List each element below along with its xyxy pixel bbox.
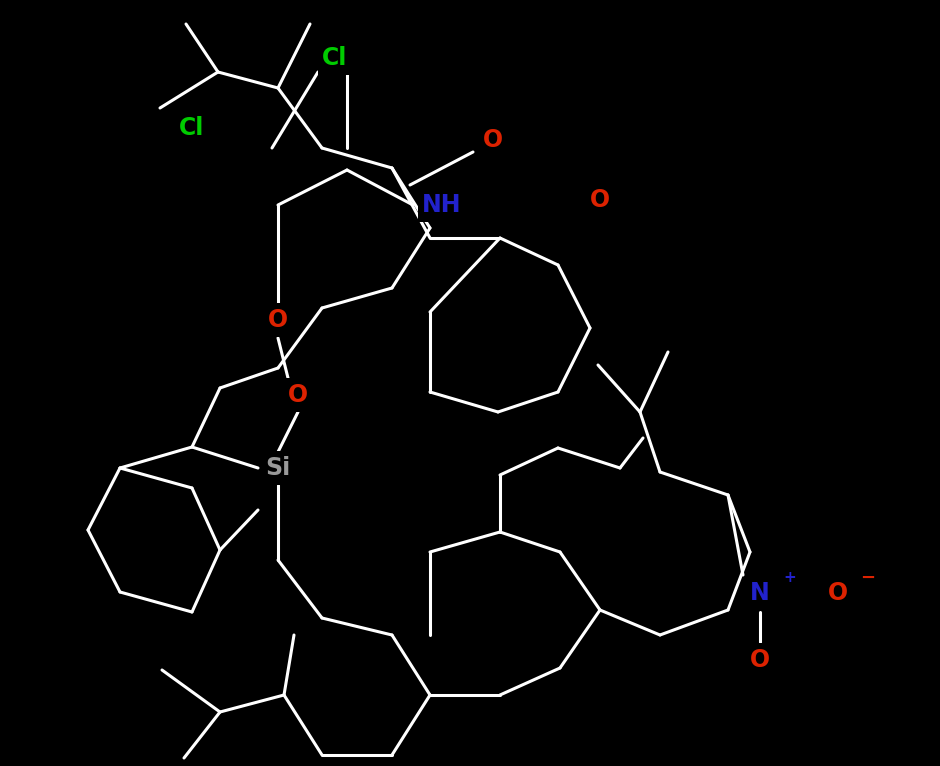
Text: NH: NH xyxy=(422,193,462,217)
Text: −: − xyxy=(860,569,875,587)
Text: Cl: Cl xyxy=(180,116,205,140)
Text: O: O xyxy=(483,128,503,152)
Text: O: O xyxy=(750,648,770,672)
Text: O: O xyxy=(268,308,288,332)
Text: Si: Si xyxy=(265,456,290,480)
Text: O: O xyxy=(288,383,308,407)
Text: Cl: Cl xyxy=(322,46,348,70)
Text: +: + xyxy=(784,571,796,585)
Text: N: N xyxy=(750,581,770,605)
Text: O: O xyxy=(828,581,848,605)
Text: O: O xyxy=(590,188,610,212)
